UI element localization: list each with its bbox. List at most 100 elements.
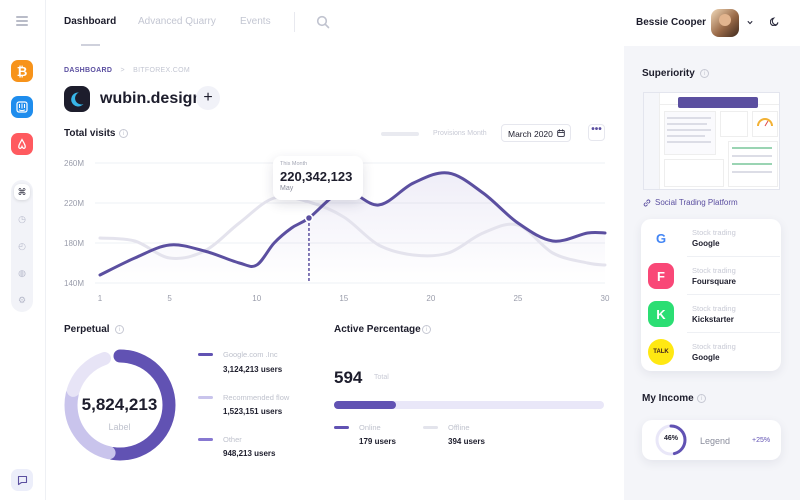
command-icon[interactable]: ⌘ bbox=[14, 184, 30, 200]
income-percent: 46% bbox=[663, 435, 678, 442]
tool-group: ⌘ ◷ ◴ ◍ ⚙ bbox=[11, 180, 33, 312]
brand-logo bbox=[64, 86, 90, 112]
series-line-secondary bbox=[98, 195, 607, 267]
kickstarter-logo-icon: K bbox=[648, 301, 674, 327]
my-income-title: My Income bbox=[642, 393, 694, 404]
donut-segment-google bbox=[64, 349, 176, 461]
legend-name: Recommended flow bbox=[223, 393, 290, 402]
provisions-indicator bbox=[381, 132, 419, 136]
stock-item[interactable]: K Stock trading Kickstarter bbox=[641, 295, 781, 333]
y-tick-label: 260M bbox=[64, 159, 84, 168]
stock-item[interactable]: G Stock trading Google bbox=[641, 219, 781, 257]
legend-swatch bbox=[198, 438, 213, 441]
legend-value: 948,213 users bbox=[223, 449, 276, 458]
info-icon[interactable]: i bbox=[119, 129, 128, 138]
history-icon[interactable]: ◴ bbox=[18, 240, 26, 251]
stock-item[interactable]: F Stock trading Foursquare bbox=[641, 257, 781, 295]
marker-point bbox=[304, 213, 314, 223]
total-visits-title: Total visits bbox=[64, 128, 116, 139]
x-tick-label: 30 bbox=[601, 294, 610, 303]
menu-icon[interactable] bbox=[16, 16, 28, 26]
stock-name: Google bbox=[692, 239, 720, 248]
breadcrumb-separator: > bbox=[120, 67, 125, 74]
stock-item[interactable]: TALK Stock trading Google bbox=[641, 333, 781, 371]
x-tick-label: 15 bbox=[339, 294, 348, 303]
moon-icon[interactable] bbox=[770, 17, 779, 26]
y-tick-label: 140M bbox=[64, 279, 84, 288]
income-ring-fill bbox=[655, 424, 687, 456]
legend-swatch bbox=[198, 353, 213, 356]
x-tick-label: 5 bbox=[167, 294, 172, 303]
stock-name: Kickstarter bbox=[692, 315, 734, 324]
user-name[interactable]: Bessie Cooper bbox=[636, 17, 707, 28]
info-icon[interactable]: i bbox=[700, 69, 709, 78]
bitcoin-app-icon[interactable]: ₿ bbox=[11, 60, 33, 82]
legend-value: 3,124,213 users bbox=[223, 365, 283, 374]
kakaotalk-logo-icon: TALK bbox=[648, 339, 674, 365]
dashboard-preview-image[interactable] bbox=[643, 92, 780, 190]
airbnb-app-icon[interactable] bbox=[11, 133, 33, 155]
info-icon[interactable]: i bbox=[115, 325, 124, 334]
brand-name: wubin.design bbox=[100, 90, 203, 107]
legend-value: 1,523,151 users bbox=[223, 407, 283, 416]
tooltip-month: May bbox=[280, 185, 294, 192]
series-line-primary bbox=[98, 171, 607, 277]
x-tick-label: 20 bbox=[426, 294, 435, 303]
tooltip-value: 220,342,123 bbox=[280, 169, 353, 184]
stock-type: Stock trading bbox=[692, 266, 736, 275]
legend-value: 179 users bbox=[359, 437, 396, 446]
settings-icon[interactable]: ⚙ bbox=[17, 294, 27, 305]
legend-swatch bbox=[198, 396, 213, 399]
info-icon[interactable]: i bbox=[422, 325, 431, 334]
active-percentage-title: Active Percentage bbox=[334, 324, 421, 335]
breadcrumb-root[interactable]: DASHBOARD bbox=[64, 67, 113, 74]
nav-divider bbox=[294, 12, 295, 32]
stock-name: Google bbox=[692, 353, 720, 362]
search-icon[interactable] bbox=[316, 15, 330, 29]
chat-icon[interactable] bbox=[11, 469, 33, 491]
clock-icon[interactable]: ◷ bbox=[18, 213, 26, 224]
sidebar: ₿ ⌘ ◷ ◴ ◍ ⚙ bbox=[0, 0, 46, 500]
intercom-app-icon[interactable] bbox=[11, 96, 33, 118]
social-trading-link[interactable]: Social Trading Platform bbox=[655, 198, 738, 207]
breadcrumb: DASHBOARD > BITFOREX.COM bbox=[64, 67, 190, 74]
more-options-button[interactable]: ••• bbox=[588, 124, 605, 141]
add-button[interactable]: + bbox=[196, 86, 220, 110]
tab-events[interactable]: Events bbox=[240, 16, 271, 27]
provisions-label: Provisions Month bbox=[433, 130, 487, 137]
foursquare-logo-icon: F bbox=[648, 263, 674, 289]
calendar-icon bbox=[557, 129, 565, 137]
perpetual-donut-chart bbox=[64, 349, 176, 461]
legend-swatch bbox=[334, 426, 349, 429]
month-select[interactable]: March 2020 bbox=[501, 124, 571, 142]
legend-name: Other bbox=[223, 435, 242, 444]
stock-type: Stock trading bbox=[692, 228, 736, 237]
info-icon[interactable]: i bbox=[697, 394, 706, 403]
x-tick-label: 1 bbox=[98, 294, 103, 303]
perpetual-title: Perpetual bbox=[64, 324, 110, 335]
chevron-down-icon[interactable] bbox=[747, 20, 753, 25]
google-logo-icon: G bbox=[648, 225, 674, 251]
tooltip-label: This Month bbox=[280, 161, 308, 167]
globe-icon[interactable]: ◍ bbox=[18, 267, 26, 278]
income-card[interactable]: 46% Legend +25% bbox=[642, 420, 781, 460]
legend-value: 394 users bbox=[448, 437, 485, 446]
active-progress-bar bbox=[334, 401, 604, 409]
avatar[interactable] bbox=[711, 9, 739, 37]
tab-advanced-quarry[interactable]: Advanced Quarry bbox=[138, 16, 216, 27]
month-select-value: March 2020 bbox=[508, 129, 553, 139]
legend-name: Online bbox=[359, 423, 381, 432]
stock-name: Foursquare bbox=[692, 277, 737, 286]
income-change: +25% bbox=[752, 437, 771, 444]
active-tab-indicator bbox=[81, 44, 100, 46]
breadcrumb-current: BITFOREX.COM bbox=[133, 67, 190, 74]
y-tick-label: 180M bbox=[64, 239, 84, 248]
income-label: Legend bbox=[700, 436, 731, 446]
active-total-value: 594 bbox=[334, 368, 363, 387]
chart-tooltip: This Month 220,342,123 May bbox=[273, 156, 363, 200]
x-tick-label: 10 bbox=[252, 294, 261, 303]
legend-name: Offline bbox=[448, 423, 470, 432]
series-area bbox=[100, 172, 605, 283]
income-progress-ring bbox=[655, 424, 687, 456]
tab-dashboard[interactable]: Dashboard bbox=[64, 16, 117, 27]
